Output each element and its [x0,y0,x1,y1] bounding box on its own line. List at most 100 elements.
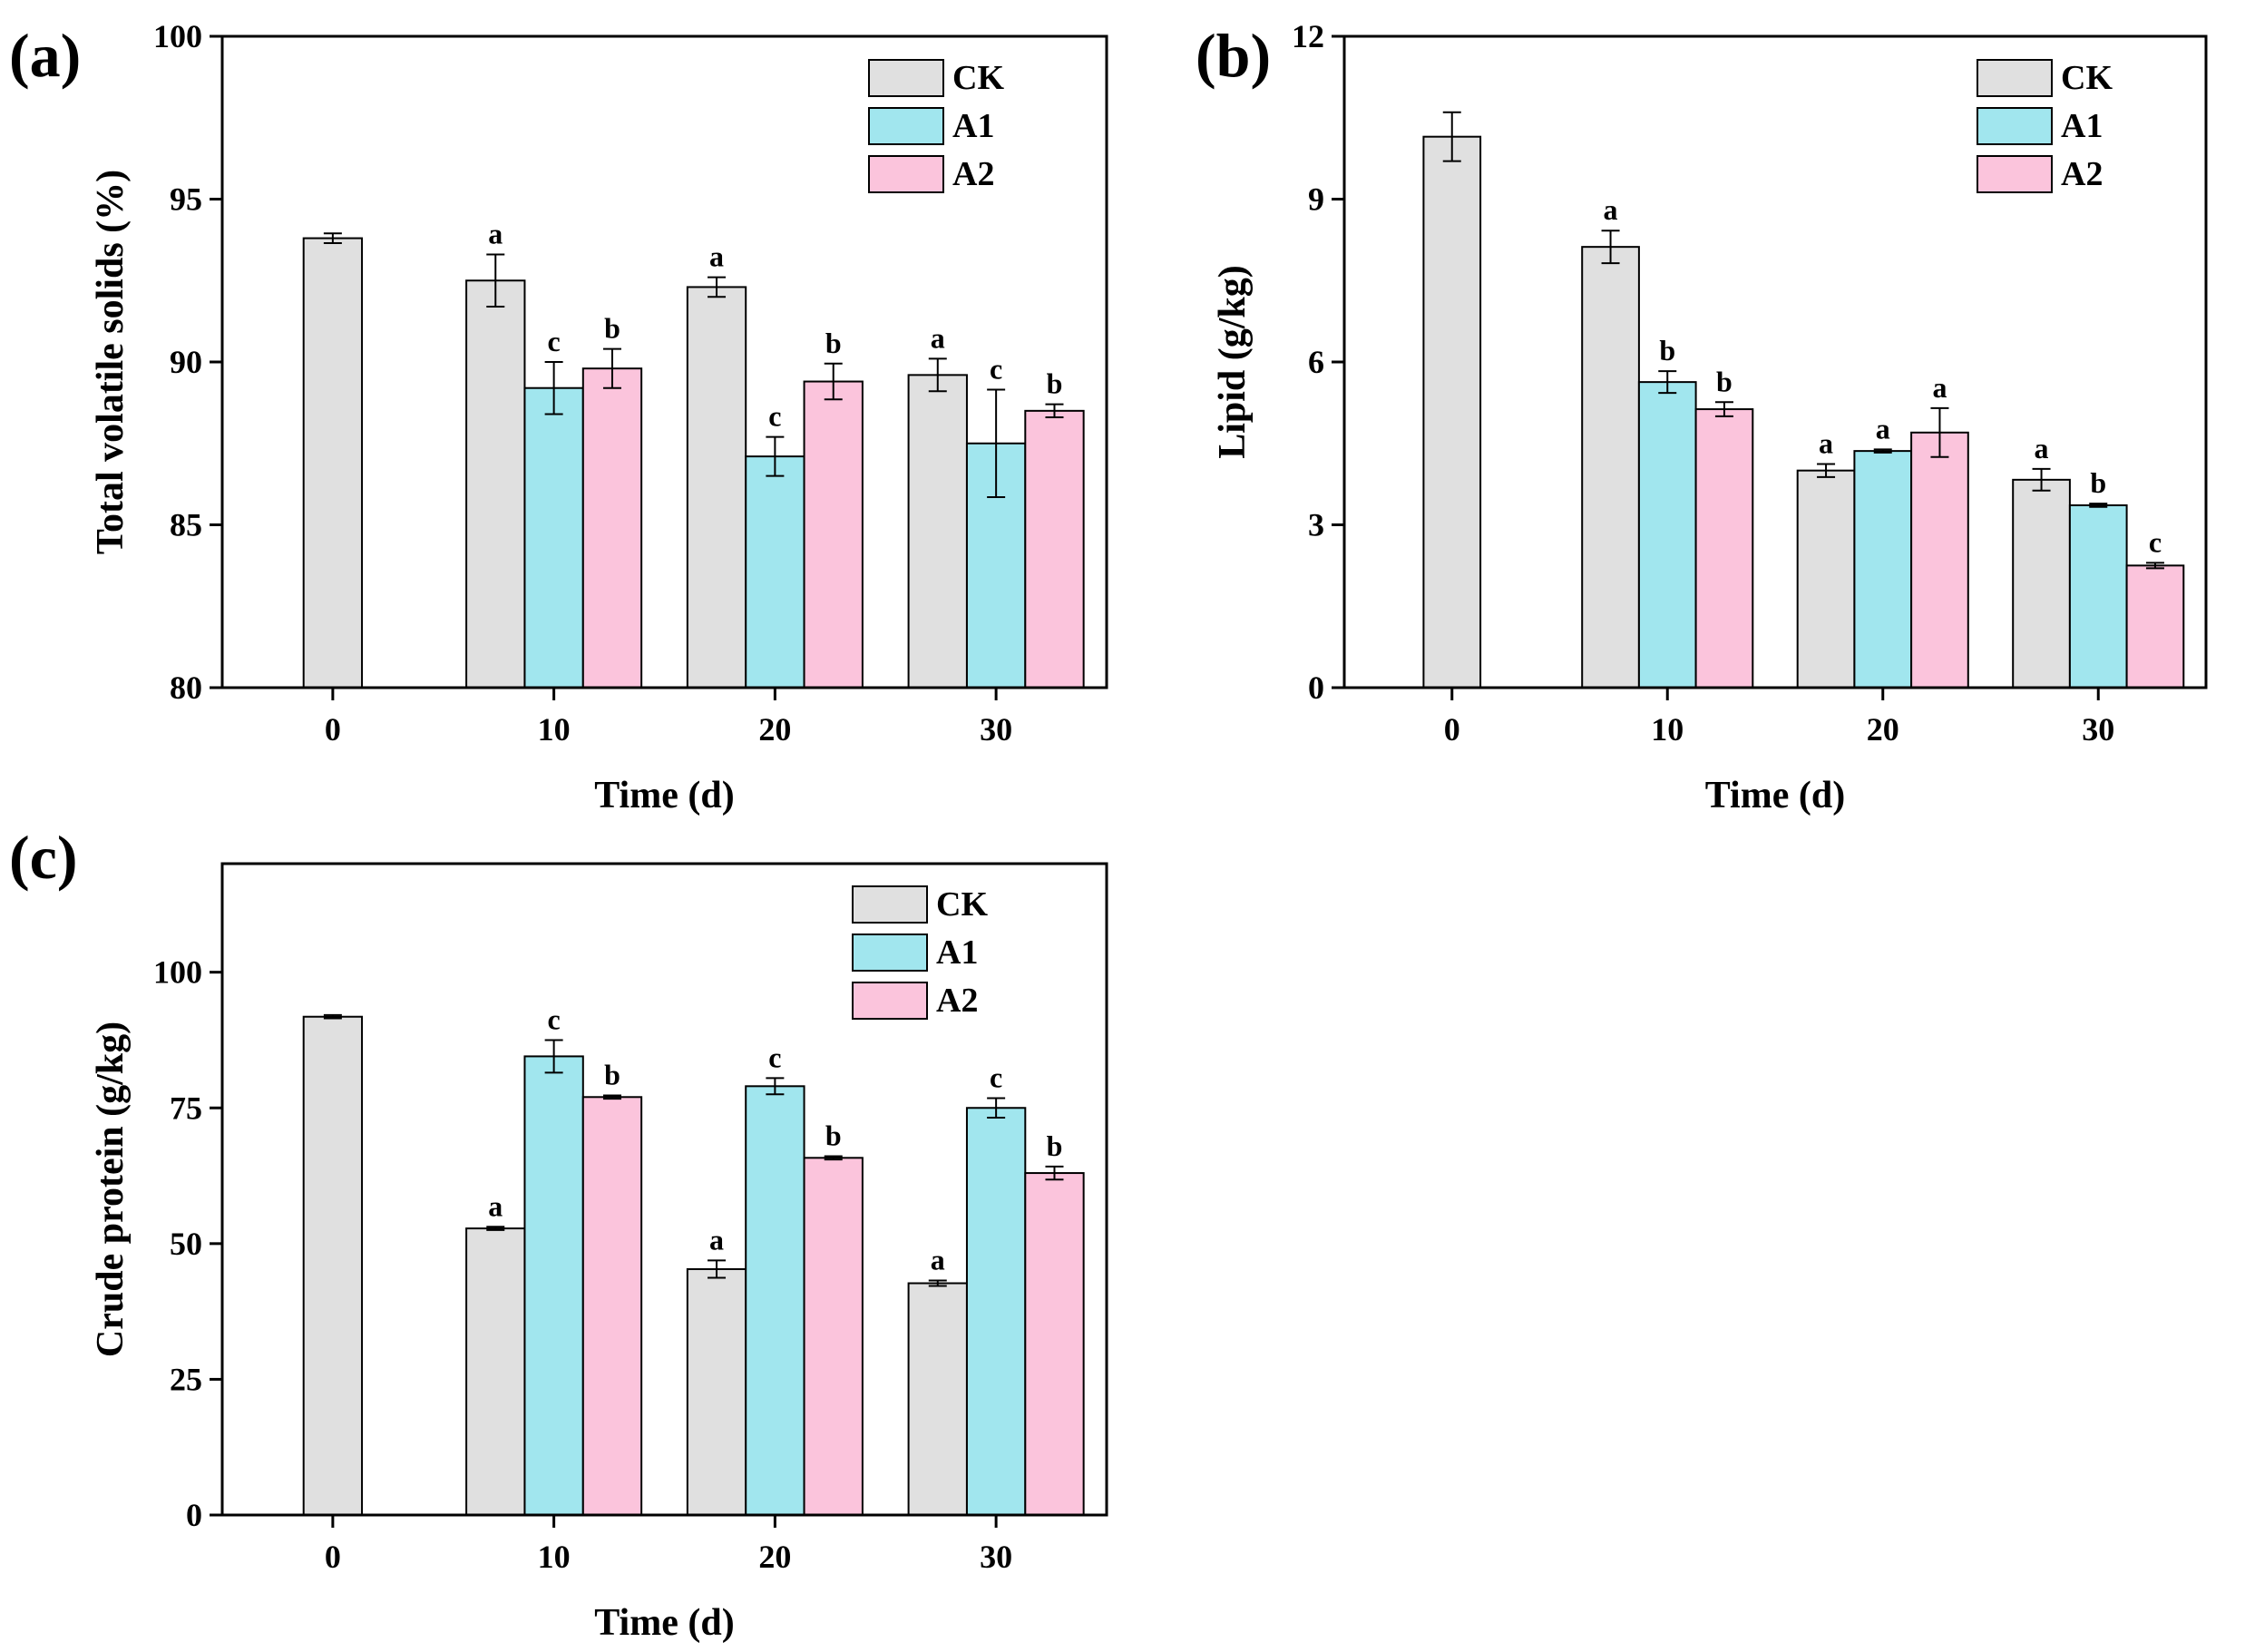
bar-a1-30 [965,1107,1027,1516]
y-tick-label-b: 0 [1308,670,1324,706]
legend-label-a1: A1 [952,107,994,145]
bar-ck-10 [465,279,526,689]
x-tick-label-a: 20 [758,711,791,748]
plot-frame-a [220,34,1108,689]
bar-ck-30 [2012,478,2071,689]
legend-label-ck: CK [2061,59,2113,97]
y-tick-label-b: 3 [1308,507,1324,543]
legend-label-a1: A1 [936,934,978,972]
x-axis-ticks-a: 0 10 20 30 [325,688,1012,748]
x-axis-title-c: Time (d) [594,1602,734,1644]
significance-label: c [768,400,781,433]
significance-label: a [488,1189,503,1222]
legend-swatch-ck [852,885,928,924]
legend-swatch-a2 [1977,155,2053,193]
bar-ck-30 [907,374,968,689]
significance-label: a [931,321,945,354]
legend-label-a2: A2 [2061,155,2103,193]
y-tick-label-a: 80 [170,670,202,706]
significance-label: a [931,1244,945,1276]
significance-label: b [2090,466,2106,499]
legend-swatch-a1 [852,934,928,972]
y-axis-title-c: Crude protein (g/kg) [90,1022,132,1357]
significance-label: b [604,312,620,345]
significance-label: a [2035,432,2049,464]
bar-a1-10 [1637,381,1697,689]
bar-a2-30 [1024,1172,1085,1517]
chart-panel-a: (a) 80 85 90 95 100 a c b a c b a c b 0 10 20 30 Time (… [9,18,1108,816]
bar-a1-20 [745,455,805,689]
bar-a2-30 [2125,564,2185,689]
bars-a: a c b a c b a c b [302,218,1085,689]
x-axis-ticks-b: 0 10 20 30 [1444,688,2114,748]
bars-b: a b b a a a a b c [1422,111,2185,689]
y-tick-label-b: 12 [1292,18,1324,54]
bar-ck-30 [907,1282,968,1517]
plot-frame-c [220,862,1108,1517]
bar-a2-20 [1910,431,1969,689]
bar-a1-20 [1853,450,1913,689]
x-tick-label-a: 30 [980,711,1012,748]
x-tick-label-a: 10 [538,711,571,748]
panel-label-c: (c) [9,823,77,892]
y-tick-label-c: 100 [153,954,202,991]
legend-b: CK A1 A2 [1977,59,2113,193]
x-tick-label-b: 0 [1444,711,1460,748]
x-tick-label-b: 20 [1867,711,1899,748]
legend-swatch-a2 [868,155,944,193]
bar-ck-0 [302,237,364,689]
x-tick-label-b: 10 [1651,711,1684,748]
y-tick-label-a: 95 [170,181,202,218]
legend-label-a1: A1 [2061,107,2103,145]
bar-a2-10 [581,367,643,689]
bar-ck-10 [1581,246,1640,689]
x-tick-label-c: 20 [758,1539,791,1575]
bar-a1-10 [523,386,584,689]
y-axis-ticks-c: 0 25 50 75 100 [153,954,222,1533]
bar-a1-30 [2068,503,2128,689]
y-axis-title-b: Lipid (g/kg) [1212,265,1254,459]
bar-ck-0 [1422,135,1482,689]
significance-label: b [825,327,842,359]
bars-c: a c b a c b a c b [302,1002,1085,1517]
x-tick-label-c: 0 [325,1539,341,1575]
legend-swatch-a1 [868,107,944,145]
legend-swatch-ck [1977,59,2053,97]
panel-label-a: (a) [9,21,81,90]
legend-a: CK A1 A2 [868,59,1004,193]
x-axis-title-b: Time (d) [1705,775,1845,816]
legend-swatch-a2 [852,982,928,1020]
y-tick-label-a: 100 [153,18,202,54]
significance-label: b [604,1058,620,1090]
bar-ck-10 [465,1227,526,1516]
y-tick-label-c: 75 [170,1090,202,1126]
bar-a2-20 [803,380,864,689]
y-tick-label-c: 0 [186,1497,202,1533]
y-tick-label-a: 90 [170,344,202,380]
plot-frame-b [1342,34,2208,689]
x-tick-label-b: 30 [2082,711,2114,748]
significance-label: a [709,1223,724,1256]
significance-label: b [1716,365,1733,397]
bar-a2-30 [1024,409,1085,689]
legend-swatch-a1 [1977,107,2053,145]
legend-label-a2: A2 [936,982,978,1020]
significance-label: b [1047,1129,1063,1162]
panel-label-b: (b) [1196,21,1271,90]
chart-panel-b: (b) 0 3 6 9 12 a b b a a a a b c 0 10 20 30 Time (d) Li… [1196,18,2208,816]
bar-a1-20 [745,1085,805,1516]
significance-label: b [1659,334,1675,367]
significance-label: a [488,218,503,250]
bar-a2-10 [581,1096,643,1516]
significance-label: b [1047,367,1063,400]
significance-label: c [990,353,1002,386]
y-tick-label-b: 6 [1308,344,1324,380]
legend-swatch-ck [868,59,944,97]
bar-ck-20 [686,1267,747,1516]
significance-label: c [548,325,561,357]
chart-panel-c: (c) 0 25 50 75 100 a c b a c b a c b 0 10 20 30 Time (d… [9,823,1108,1644]
bar-a2-10 [1694,408,1754,689]
y-axis-ticks-a: 80 85 90 95 100 [153,18,222,706]
y-tick-label-b: 9 [1308,181,1324,218]
x-axis-ticks-c: 0 10 20 30 [325,1515,1012,1575]
